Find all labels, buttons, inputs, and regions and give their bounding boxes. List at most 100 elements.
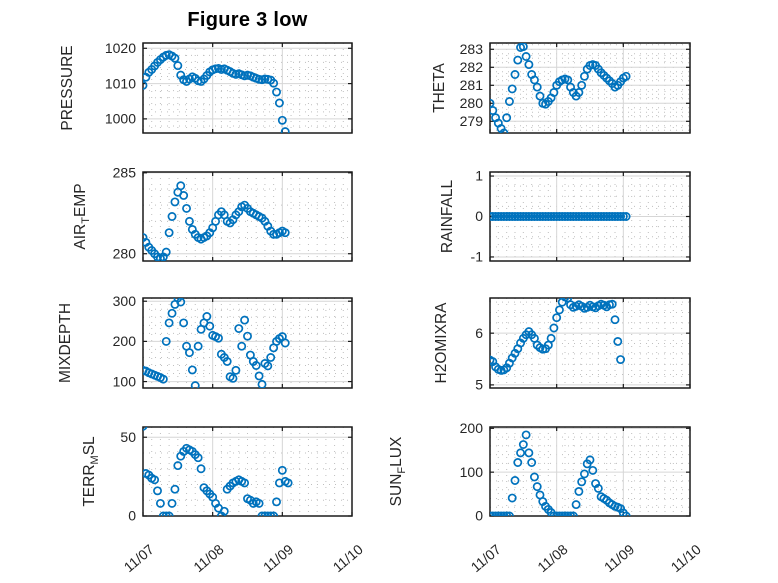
data-marker xyxy=(554,511,564,516)
data-marker xyxy=(490,98,495,108)
data-marker xyxy=(167,212,177,221)
data-marker xyxy=(513,458,523,467)
data-marker xyxy=(193,453,203,463)
sun-flux-data-points xyxy=(490,430,631,516)
data-marker xyxy=(618,212,628,221)
data-marker xyxy=(588,465,598,475)
data-marker xyxy=(510,70,520,79)
terr-msl-data-points xyxy=(143,427,293,516)
xtick-label-11-09: 11/09 xyxy=(601,541,637,575)
terr-msl-subplot: 0 50 TERRMSL 11/07 11/08 11/09 11/10 xyxy=(81,426,366,575)
data-marker xyxy=(507,212,517,221)
data-marker xyxy=(176,298,186,307)
data-marker xyxy=(237,341,247,351)
data-marker xyxy=(516,448,526,458)
data-marker xyxy=(504,212,514,221)
xtick-label-11-08: 11/08 xyxy=(534,541,570,575)
data-marker xyxy=(593,212,603,221)
data-marker xyxy=(535,212,545,221)
data-marker xyxy=(269,511,279,516)
rainfall-data-points xyxy=(490,212,631,221)
data-marker xyxy=(549,212,559,221)
data-marker xyxy=(543,212,553,221)
mixdepth-subplot: 100 200 300 MIXDEPTH xyxy=(57,293,353,389)
data-marker xyxy=(513,55,523,65)
data-marker xyxy=(228,373,238,383)
data-marker xyxy=(502,511,512,516)
data-marker xyxy=(602,212,612,221)
pressure-ylabel: PRESSURE xyxy=(59,45,76,130)
data-marker xyxy=(616,355,626,365)
data-marker xyxy=(577,80,587,90)
data-marker xyxy=(560,212,570,221)
data-marker xyxy=(513,212,523,221)
data-marker xyxy=(518,43,528,52)
data-marker xyxy=(173,461,183,471)
data-marker xyxy=(257,511,267,516)
data-marker xyxy=(591,212,601,221)
mixdepth-ytick-label: 300 xyxy=(113,293,137,309)
rainfall-subplot: -1 0 1 RAINFALL xyxy=(439,168,691,265)
data-marker xyxy=(251,361,261,370)
data-marker xyxy=(179,318,189,328)
air-temp-data-points xyxy=(143,181,290,261)
data-marker xyxy=(582,212,592,221)
data-marker xyxy=(552,511,562,516)
pressure-ytick-label: 1000 xyxy=(105,111,136,127)
data-marker xyxy=(161,247,171,257)
mixdepth-ytick-label: 200 xyxy=(113,333,137,349)
axes-border xyxy=(142,42,353,134)
data-marker xyxy=(266,353,276,362)
data-marker xyxy=(173,61,183,71)
air-temp-ytick-label: 280 xyxy=(113,245,137,261)
data-marker xyxy=(554,305,564,315)
data-marker xyxy=(490,106,498,115)
data-marker xyxy=(234,324,244,333)
data-marker xyxy=(155,498,165,508)
data-marker xyxy=(516,212,526,221)
theta-data-points xyxy=(490,43,631,133)
data-marker xyxy=(167,498,177,508)
theta-ytick-label: 283 xyxy=(460,41,484,57)
data-marker xyxy=(272,497,281,507)
data-marker xyxy=(538,212,548,221)
data-marker xyxy=(490,212,495,221)
mixdepth-ytick-label: 100 xyxy=(113,373,137,389)
data-marker xyxy=(574,486,584,496)
rainfall-ytick-label: -1 xyxy=(471,249,484,265)
data-marker xyxy=(153,486,162,496)
data-marker xyxy=(254,498,264,508)
data-marker xyxy=(161,511,171,516)
data-marker xyxy=(521,430,531,440)
xtick-label-11-09: 11/09 xyxy=(260,541,296,575)
data-marker xyxy=(529,212,539,221)
data-marker xyxy=(161,336,171,346)
pressure-subplot: 1000 1010 1020 PRESSURE xyxy=(59,40,353,134)
data-marker xyxy=(621,71,631,81)
data-marker xyxy=(182,203,191,213)
xtick-label-11-10: 11/10 xyxy=(330,541,366,575)
xtick-label-11-07: 11/07 xyxy=(468,541,504,575)
data-marker xyxy=(507,493,517,503)
data-marker xyxy=(243,331,252,341)
data-marker xyxy=(563,212,573,221)
data-marker xyxy=(499,511,509,516)
data-marker xyxy=(269,78,279,88)
data-marker xyxy=(240,478,250,488)
data-marker xyxy=(167,308,177,318)
data-marker xyxy=(546,333,556,343)
data-marker xyxy=(502,113,512,123)
data-marker xyxy=(532,212,542,221)
sun-flux-ytick-label: 100 xyxy=(460,464,484,480)
air-temp-ylabel: AIRTEMP xyxy=(72,183,92,249)
data-marker xyxy=(585,212,595,221)
data-marker xyxy=(272,87,281,97)
tick-marks xyxy=(489,298,691,388)
h2omixra-subplot: 5 6 H2OMIXRA xyxy=(433,297,691,393)
theta-subplot: 279 280 281 282 283 THETA xyxy=(431,41,691,134)
data-marker xyxy=(579,71,589,81)
sun-flux-ytick-label: 200 xyxy=(460,420,484,436)
data-marker xyxy=(607,299,617,309)
